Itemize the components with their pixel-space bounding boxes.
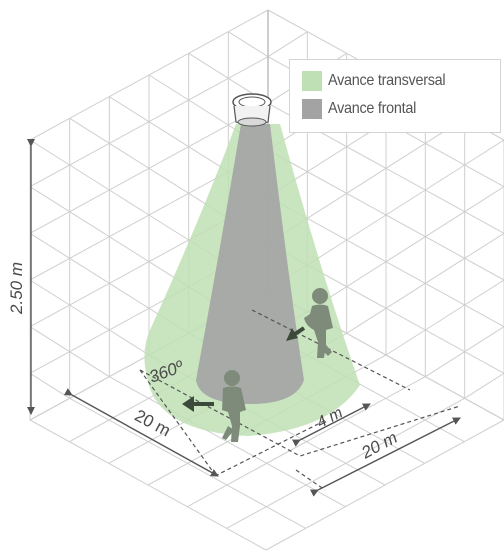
walking-person-icon <box>222 370 246 442</box>
legend-item-transversal: Avance transversal <box>302 70 458 92</box>
height-label: 2.50 m <box>7 262 26 315</box>
legend-label-transversal: Avance transversal <box>328 72 446 89</box>
legend-label-frontal: Avance frontal <box>328 100 417 117</box>
legend-swatch-frontal <box>302 99 322 119</box>
frontal-detection-cone <box>196 124 304 404</box>
legend-item-frontal: Avance frontal <box>302 98 426 120</box>
width-right-label: 20 m <box>357 428 400 463</box>
width-left-dimension-line <box>63 388 219 477</box>
legend-swatch-transversal <box>302 71 322 91</box>
walking-person-icon <box>304 288 333 358</box>
ceiling-sensor-icon <box>232 93 272 127</box>
frontal-width-dimension-line <box>291 403 371 447</box>
legend: Avance transversal Avance frontal <box>289 59 501 133</box>
direction-arrow-icon <box>286 326 306 341</box>
width-right-dimension-line <box>309 417 461 497</box>
